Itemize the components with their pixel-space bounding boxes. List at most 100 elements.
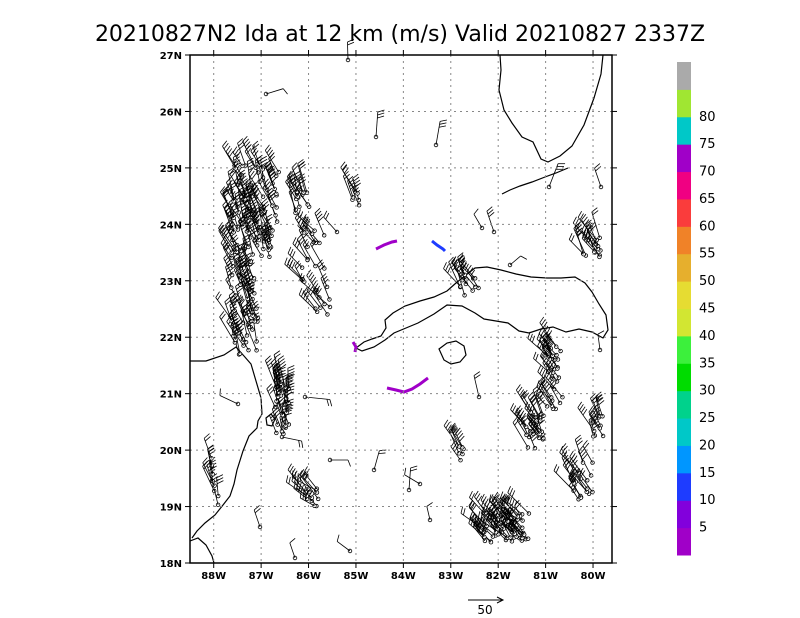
colorbar-label: 45 bbox=[699, 302, 716, 317]
wind-barb bbox=[592, 404, 603, 428]
wind-barb bbox=[591, 207, 602, 240]
wind-barb bbox=[284, 382, 295, 416]
colorbar-swatch bbox=[677, 198, 691, 227]
wind-barb bbox=[232, 146, 245, 169]
colorbar-label: 50 bbox=[699, 274, 716, 289]
colorbar-label: 40 bbox=[699, 329, 716, 344]
wind-barb bbox=[561, 452, 577, 486]
wind-barb bbox=[510, 516, 527, 537]
wind-barb bbox=[298, 288, 320, 315]
wind-barb bbox=[248, 168, 266, 199]
wind-barb bbox=[250, 145, 265, 172]
colorbar-swatch bbox=[677, 390, 691, 419]
colorbar-labels: 5 10 15 20 25 30 35 40 45 50 55 60 65 70 75 80 bbox=[699, 110, 716, 536]
wind-barb bbox=[302, 238, 318, 269]
wind-barb bbox=[244, 205, 253, 236]
wind-streak bbox=[431, 239, 447, 253]
wind-barb bbox=[264, 144, 281, 175]
reference-vector-label: 50 bbox=[477, 603, 492, 617]
wind-barb bbox=[544, 332, 555, 358]
wind-barb bbox=[306, 284, 323, 310]
latitude-label: 24N bbox=[160, 220, 182, 231]
wind-barb bbox=[574, 434, 586, 465]
latitude-label: 22N bbox=[160, 333, 182, 344]
wind-barb bbox=[568, 232, 586, 257]
colorbar-label: 35 bbox=[699, 356, 716, 371]
wind-streak bbox=[386, 376, 429, 394]
wind-barb bbox=[263, 178, 279, 210]
wind-barb bbox=[251, 300, 260, 324]
latitude-label: 27N bbox=[160, 51, 182, 62]
wind-barb bbox=[453, 261, 475, 293]
colorbar-label: 30 bbox=[699, 384, 716, 399]
colorbar-swatch bbox=[677, 418, 691, 446]
longitude-label: 83W bbox=[438, 571, 463, 582]
colorbar-label: 60 bbox=[699, 219, 716, 234]
wind-barb bbox=[216, 474, 224, 499]
isle-of-youth bbox=[438, 340, 467, 365]
wind-barb bbox=[514, 499, 525, 523]
cuba-coastline bbox=[354, 266, 609, 352]
colorbar-swatch bbox=[677, 500, 691, 529]
wind-barb bbox=[225, 262, 234, 290]
wind-barb bbox=[594, 163, 604, 190]
figure-title: 20210827N2 Ida at 12 km (m/s) Valid 2021… bbox=[95, 22, 705, 47]
wind-barb bbox=[232, 317, 240, 342]
longitude-label: 87W bbox=[249, 571, 274, 582]
wind-barb bbox=[253, 505, 263, 530]
wind-barb bbox=[426, 502, 433, 523]
wind-barb bbox=[298, 224, 310, 250]
wind-barb bbox=[492, 510, 517, 537]
wind-barb bbox=[301, 216, 318, 246]
longitude-labels: 88W 87W 86W 85W 84W 83W 82W 81W 80W bbox=[201, 571, 605, 582]
wind-barb bbox=[258, 204, 274, 238]
wind-barb bbox=[528, 417, 542, 441]
colorbar-swatch bbox=[677, 335, 691, 364]
wind-barb bbox=[568, 470, 584, 500]
wind-barb bbox=[291, 162, 306, 195]
wind-barb bbox=[245, 299, 257, 324]
wind-barb bbox=[312, 280, 327, 307]
colorbar-swatch bbox=[677, 144, 691, 173]
colorbar-swatch bbox=[677, 308, 691, 337]
wind-barb bbox=[459, 254, 478, 281]
wind-streak bbox=[351, 341, 358, 353]
longitude-label: 88W bbox=[201, 571, 226, 582]
wind-barb bbox=[292, 176, 310, 207]
wind-barb bbox=[345, 38, 355, 63]
wind-barb bbox=[473, 208, 485, 231]
latitude-label: 23N bbox=[160, 277, 182, 288]
wind-barb bbox=[314, 208, 327, 238]
wind-barb bbox=[537, 339, 553, 362]
wind-barb bbox=[258, 175, 275, 208]
map-gridlines bbox=[190, 55, 612, 563]
wind-barb bbox=[486, 206, 497, 235]
colorbar-swatch bbox=[677, 116, 691, 145]
map-tickmarks bbox=[185, 50, 617, 568]
wind-barb bbox=[219, 388, 241, 407]
longitude-label: 84W bbox=[391, 571, 416, 582]
longitude-label: 81W bbox=[533, 571, 558, 582]
wind-barb bbox=[448, 425, 462, 456]
colorbar-label: 55 bbox=[699, 247, 716, 262]
colorbar-label: 15 bbox=[699, 466, 716, 481]
wind-barb bbox=[240, 305, 255, 332]
wind-barb bbox=[507, 255, 528, 268]
colorbar-label: 25 bbox=[699, 411, 716, 426]
wind-barb bbox=[473, 520, 488, 544]
wind-barb bbox=[515, 384, 533, 415]
florida-coastline bbox=[498, 54, 604, 163]
wind-barb bbox=[539, 349, 556, 375]
latitude-label: 21N bbox=[160, 390, 182, 401]
wind-barb bbox=[287, 246, 305, 270]
wind-barb bbox=[581, 224, 601, 252]
colorbar-swatch bbox=[677, 171, 691, 200]
wind-barb bbox=[532, 385, 544, 417]
colorbar-swatch bbox=[677, 62, 691, 90]
colorbar-swatch bbox=[677, 527, 691, 556]
map-frame bbox=[189, 54, 613, 564]
reference-arrow-head bbox=[496, 596, 505, 604]
wind-barb bbox=[406, 465, 418, 493]
wind-barb bbox=[510, 403, 529, 430]
